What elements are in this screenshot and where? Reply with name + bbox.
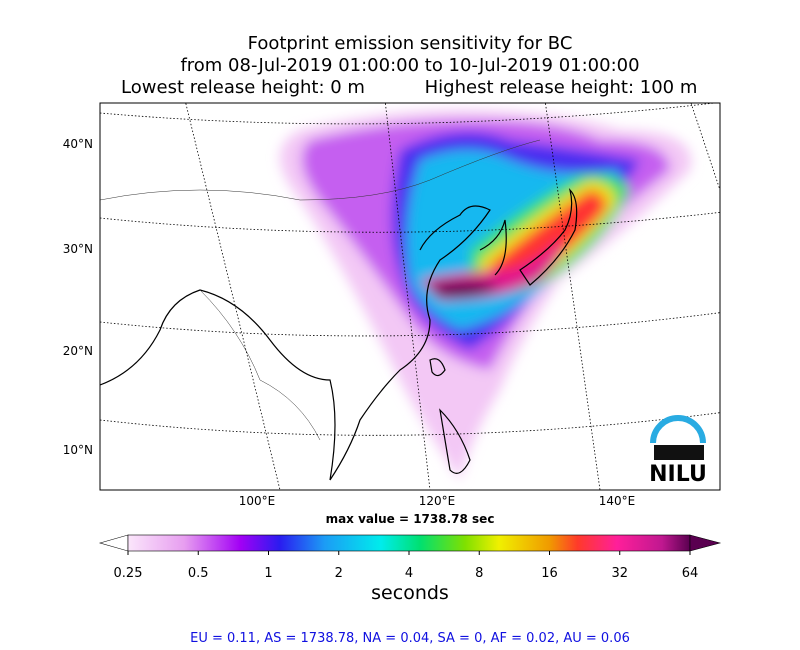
colorbar-ticks: 0.25 0.5 1 2 4 8 16 32 64 xyxy=(114,551,699,581)
logo-text: NILU xyxy=(649,462,707,487)
colorbar-label: seconds xyxy=(371,582,449,604)
colorbar-tick-label: 0.25 xyxy=(114,566,143,581)
colorbar-tick-label: 2 xyxy=(335,566,343,581)
plume xyxy=(280,110,692,480)
colorbar xyxy=(98,534,722,552)
coastlines xyxy=(100,188,578,481)
release-low: Lowest release height: 0 m xyxy=(121,77,365,98)
logo: NILU xyxy=(649,415,707,487)
lat-label: 30°N xyxy=(63,242,93,256)
map-frame xyxy=(99,102,721,491)
title: Footprint emission sensitivity for BC xyxy=(248,33,573,54)
max-value: max value = 1738.78 sec xyxy=(326,512,495,526)
colorbar-tick-label: 0.5 xyxy=(188,566,209,581)
colorbar-tick-label: 32 xyxy=(611,566,628,581)
graticule xyxy=(100,103,720,490)
colorbar-tick-label: 64 xyxy=(682,566,699,581)
map: NILU xyxy=(100,103,720,490)
lon-label: 120°E xyxy=(419,494,456,508)
lat-label: 10°N xyxy=(63,443,93,457)
colorbar-tick-label: 4 xyxy=(405,566,413,581)
borders xyxy=(100,139,541,441)
colorbar-tick-label: 16 xyxy=(541,566,558,581)
lon-label: 140°E xyxy=(599,494,636,508)
lat-label: 20°N xyxy=(63,344,93,358)
colorbar-tick-label: 1 xyxy=(264,566,272,581)
subtitle: from 08-Jul-2019 01:00:00 to 10-Jul-2019… xyxy=(180,55,639,76)
lat-labels: 40°N 30°N 20°N 10°N xyxy=(63,137,93,457)
colorbar-tick-label: 8 xyxy=(475,566,483,581)
lon-labels: 100°E 120°E 140°E xyxy=(239,494,636,508)
lat-label: 40°N xyxy=(63,137,93,151)
footer: EU = 0.11, AS = 1738.78, NA = 0.04, SA =… xyxy=(190,631,630,646)
lon-label: 100°E xyxy=(239,494,276,508)
release-high: Highest release height: 100 m xyxy=(425,77,698,98)
